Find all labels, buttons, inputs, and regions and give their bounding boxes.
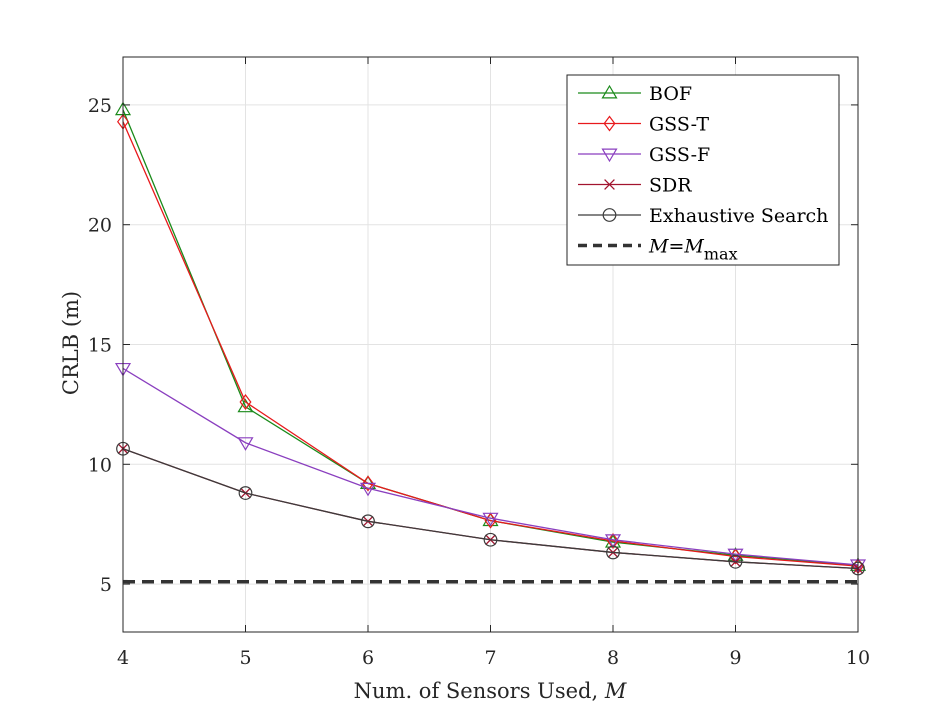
data-point-exhaustive-search — [728, 554, 743, 569]
data-point-exhaustive-search — [483, 532, 498, 547]
data-point-gss-t — [239, 394, 252, 410]
legend-entry-bof: BOF — [578, 83, 692, 105]
legend-entry-gss-f: GSS-F — [578, 144, 710, 166]
y-tick-label: 25 — [88, 95, 112, 117]
legend-label: GSS-F — [649, 144, 710, 166]
series-line-exhaustive-search — [122, 448, 859, 570]
legend-label: GSS-T — [649, 114, 709, 136]
x-tick-label: 7 — [484, 647, 496, 669]
legend-entry-sdr: SDR — [578, 175, 692, 197]
legend-marker-bof — [601, 84, 618, 99]
y-tick-label: 10 — [88, 454, 112, 476]
legend-ref-var: M — [648, 236, 669, 258]
legend-ref-eq: = — [668, 236, 684, 258]
x-axis-label-var: M — [604, 679, 627, 703]
data-point-exhaustive-search — [361, 514, 375, 529]
x-tick-label: 10 — [846, 647, 870, 669]
data-point-gss-f — [727, 548, 744, 563]
legend-label-reference: M=Mmax — [648, 236, 738, 264]
data-point-gss-f — [237, 437, 254, 451]
data-point-gss-f — [604, 534, 622, 548]
series-line-gss-f — [122, 367, 859, 566]
legend-entry-reference: M=Mmax — [578, 236, 738, 264]
x-tick-label: 4 — [117, 647, 129, 669]
legend: BOF GSS-T GSS-F SDR Exhaustive Search M=Mmax — [566, 74, 840, 266]
x-tick-label: 6 — [362, 647, 374, 669]
legend-label: SDR — [649, 175, 692, 197]
legend-ref-sub: max — [704, 245, 738, 264]
axis-ticks: 4 5 6 7 8 9 10 5 10 15 20 25 — [88, 57, 870, 669]
legend-label: BOF — [649, 83, 692, 105]
data-point-exhaustive-search — [238, 486, 253, 500]
legend-entry-gss-t: GSS-T — [578, 114, 709, 136]
y-axis-label: CRLB (m) — [59, 291, 83, 395]
y-tick-label: 15 — [88, 335, 112, 357]
data-point-exhaustive-search — [606, 545, 620, 560]
data-point-bof — [237, 398, 254, 413]
x-tick-label: 8 — [607, 647, 619, 669]
legend-box — [566, 74, 840, 266]
data-point-gss-f — [359, 482, 377, 497]
data-point-gss-f — [482, 512, 499, 527]
x-tick-label: 9 — [729, 647, 741, 669]
data-point-gss-t — [362, 475, 374, 492]
legend-entry-exhaustive-search: Exhaustive Search — [578, 205, 828, 227]
y-tick-label: 20 — [88, 215, 112, 237]
legend-marker-sdr — [604, 179, 615, 190]
legend-ref-var2: M — [683, 236, 704, 258]
x-axis-label: Num. of Sensors Used, M — [354, 679, 627, 703]
legend-marker-exhaustive-search — [602, 208, 617, 222]
x-axis-label-text: Num. of Sensors Used, — [354, 679, 605, 703]
y-tick-label: 5 — [100, 574, 112, 596]
series-group — [114, 101, 867, 576]
x-tick-label: 5 — [239, 647, 251, 669]
legend-marker-gss-f — [601, 148, 618, 163]
series-line-gss-t — [122, 121, 859, 567]
legend-label: Exhaustive Search — [649, 205, 828, 227]
legend-marker-gss-t — [603, 115, 616, 132]
